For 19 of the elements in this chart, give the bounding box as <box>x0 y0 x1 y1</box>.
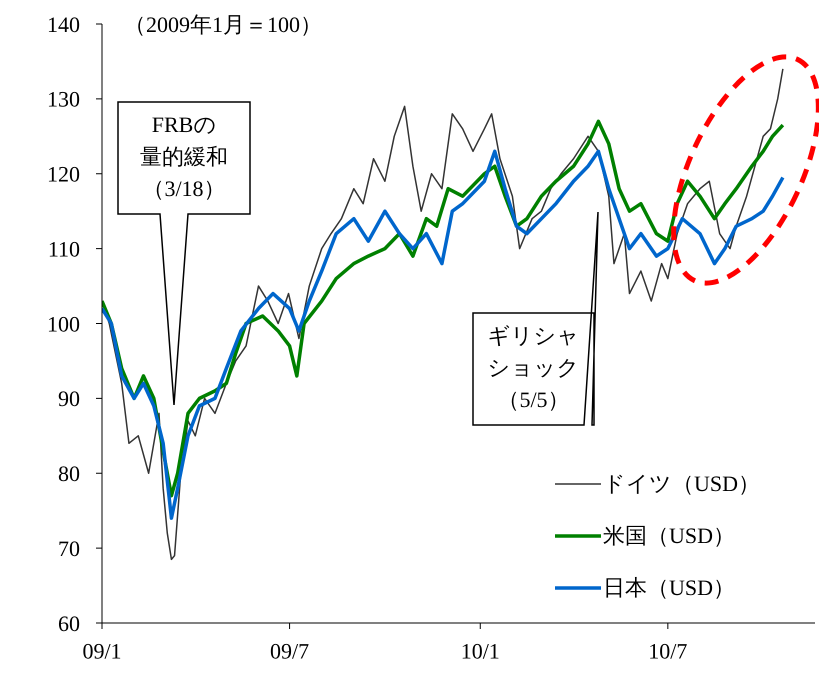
y-tick-label: 70 <box>58 536 80 561</box>
y-tick-label: 80 <box>58 461 80 486</box>
legend-label: ドイツ（USD） <box>603 470 760 498</box>
y-tick-label: 130 <box>47 86 80 112</box>
legend-label: 日本（USD） <box>603 574 736 602</box>
y-tick-label: 140 <box>47 12 80 37</box>
x-tick-label: 09/1 <box>82 638 122 664</box>
y-tick-label: 100 <box>47 311 80 336</box>
legend-label: 米国（USD） <box>603 522 736 550</box>
y-tick-label: 120 <box>47 162 80 187</box>
annotation: ギリシャショック（5/5） <box>488 323 580 412</box>
y-tick-label: 110 <box>48 236 80 262</box>
y-tick-label: 60 <box>58 610 80 636</box>
annotation: FRBの量的緩和（3/18） <box>140 112 228 201</box>
x-tick-label: 09/7 <box>270 638 310 664</box>
x-tick-label: 10/7 <box>648 638 688 664</box>
x-tick-label: 10/1 <box>460 638 500 664</box>
annotation: （2009年1月＝100） <box>124 12 322 37</box>
y-tick-label: 90 <box>58 386 80 412</box>
